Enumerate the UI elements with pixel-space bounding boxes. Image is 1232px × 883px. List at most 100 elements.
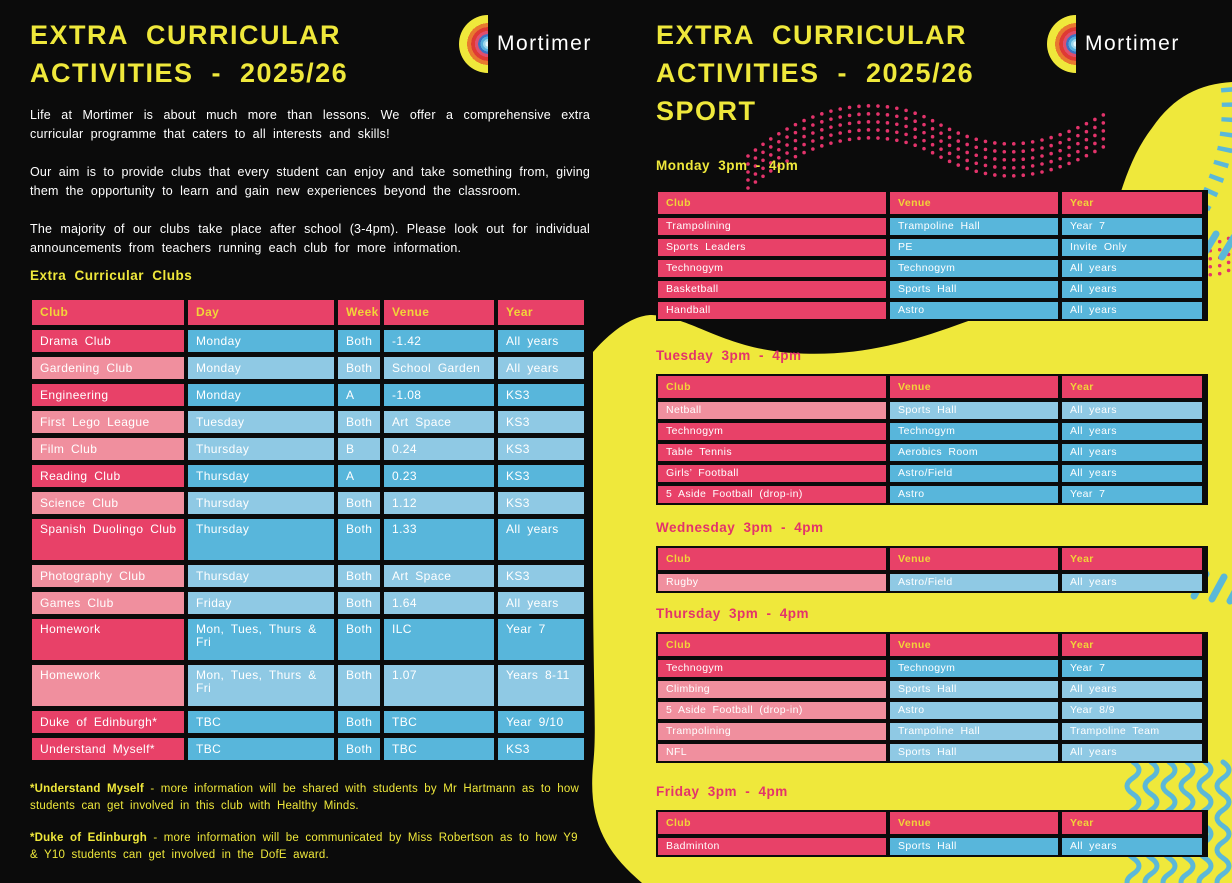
- table-cell: Sports Hall: [890, 744, 1058, 761]
- table-cell: Reading Club: [32, 465, 184, 487]
- footnote-lead: *Duke of Edinburgh: [30, 832, 147, 844]
- table-cell: Astro: [890, 486, 1058, 503]
- table-row: Gardening Club Monday Both School Garden All…: [32, 357, 584, 379]
- table-row: Trampolining Trampoline Hall Trampoline Te…: [658, 723, 1206, 740]
- table-cell: Film Club: [32, 438, 184, 460]
- table-cell: Both: [338, 565, 380, 587]
- table-row: Rugby Astro/Field All years: [658, 574, 1206, 591]
- logo-text: Mortimer: [497, 32, 592, 55]
- table-cell: Year 7: [1062, 486, 1202, 503]
- table-cell: All years: [1062, 574, 1202, 591]
- mortimer-logo: Mortimer: [459, 15, 592, 73]
- table-cell: Both: [338, 330, 380, 352]
- table-cell: Technogym: [890, 260, 1058, 277]
- column-header: Club: [658, 812, 886, 834]
- table-cell: KS3: [498, 411, 584, 433]
- table-cell: Drama Club: [32, 330, 184, 352]
- table-cell: Both: [338, 519, 380, 560]
- table-cell: Technogym: [890, 660, 1058, 677]
- day-heading-monday: Monday 3pm - 4pm: [656, 158, 799, 173]
- intro-paragraph: Our aim is to provide clubs that every s…: [30, 165, 590, 198]
- table-row: Homework Mon, Tues, Thurs & Fri Both ILC Yea…: [32, 619, 584, 660]
- table-cell: B: [338, 438, 380, 460]
- column-header: Venue: [890, 192, 1058, 214]
- rainbow-half-circle-icon: [1047, 15, 1076, 73]
- table-cell: 1.12: [384, 492, 494, 514]
- table-cell: Both: [338, 738, 380, 760]
- table-header-row: Club Venue Year: [658, 812, 1206, 834]
- table-cell: Thursday: [188, 438, 334, 460]
- table-cell: Technogym: [658, 423, 886, 440]
- table-row: Technogym Technogym All years: [658, 423, 1206, 440]
- table-cell: NFL: [658, 744, 886, 761]
- table-row: Science Club Thursday Both 1.12 KS3: [32, 492, 584, 514]
- footnote-text: - more information will be communicated …: [30, 832, 578, 861]
- table-cell: Mon, Tues, Thurs & Fri: [188, 665, 334, 706]
- table-row: Technogym Technogym Year 7: [658, 660, 1206, 677]
- table-cell: All years: [1062, 281, 1202, 298]
- table-cell: A: [338, 465, 380, 487]
- table-cell: Mon, Tues, Thurs & Fri: [188, 619, 334, 660]
- table-row: Photography Club Thursday Both Art Space KS3: [32, 565, 584, 587]
- table-cell: Friday: [188, 592, 334, 614]
- left-page: EXTRA CURRICULAR ACTIVITIES - 2025/26 Mo…: [30, 15, 592, 863]
- table-cell: Thursday: [188, 465, 334, 487]
- page-title: EXTRA CURRICULAR ACTIVITIES - 2025/26: [30, 16, 348, 92]
- table-row: NFL Sports Hall All years: [658, 744, 1206, 761]
- table-cell: 0.24: [384, 438, 494, 460]
- column-header: Day: [188, 300, 334, 325]
- intro-text: Life at Mortimer is about much more than…: [30, 106, 590, 277]
- table-cell: Astro/Field: [890, 465, 1058, 482]
- page-title-line1: EXTRA CURRICULAR: [656, 20, 967, 50]
- pink-dots-wave-icon: [746, 104, 1107, 190]
- table-cell: Astro/Field: [890, 574, 1058, 591]
- day-heading-wednesday: Wednesday 3pm - 4pm: [656, 520, 824, 535]
- table-cell: Science Club: [32, 492, 184, 514]
- table-header-row: Club Venue Year: [658, 548, 1206, 570]
- table-cell: Art Space: [384, 565, 494, 587]
- column-header: Venue: [890, 376, 1058, 398]
- column-header: Venue: [890, 634, 1058, 656]
- table-cell: Trampoline Hall: [890, 723, 1058, 740]
- column-header: Year: [1062, 812, 1202, 834]
- table-cell: 1.33: [384, 519, 494, 560]
- table-row: Reading Club Thursday A 0.23 KS3: [32, 465, 584, 487]
- table-cell: KS3: [498, 565, 584, 587]
- column-header: Venue: [384, 300, 494, 325]
- table-cell: Monday: [188, 357, 334, 379]
- table-header-row: Club Venue Year: [658, 192, 1206, 214]
- table-cell: Trampolining: [658, 723, 886, 740]
- table-cell: TBC: [384, 711, 494, 733]
- table-row: Technogym Technogym All years: [658, 260, 1206, 277]
- table-cell: KS3: [498, 492, 584, 514]
- table-cell: Both: [338, 592, 380, 614]
- table-cell: Spanish Duolingo Club: [32, 519, 184, 560]
- table-cell: Both: [338, 711, 380, 733]
- table-cell: Aerobics Room: [890, 444, 1058, 461]
- clubs-table: Club Day Week Venue Year Drama Club Monday Both…: [30, 298, 586, 762]
- mortimer-logo: Mortimer: [1047, 15, 1180, 73]
- clubs-section-label: Extra Curricular Clubs: [30, 268, 193, 283]
- intro-paragraph: The majority of our clubs take place aft…: [30, 222, 590, 255]
- table-cell: Year 8/9: [1062, 702, 1202, 719]
- table-cell: Technogym: [658, 660, 886, 677]
- footnote-understand-myself: *Understand Myself - more information wi…: [30, 781, 590, 814]
- table-cell: Technogym: [890, 423, 1058, 440]
- table-cell: Thursday: [188, 565, 334, 587]
- table-cell: Thursday: [188, 519, 334, 560]
- page-title-line3: SPORT: [656, 96, 757, 126]
- column-header: Venue: [890, 548, 1058, 570]
- table-cell: Duke of Edinburgh*: [32, 711, 184, 733]
- footnote-lead: *Understand Myself: [30, 783, 144, 795]
- table-row: Film Club Thursday B 0.24 KS3: [32, 438, 584, 460]
- table-cell: Monday: [188, 330, 334, 352]
- table-row: Engineering Monday A -1.08 KS3: [32, 384, 584, 406]
- footnote-duke-of-edinburgh: *Duke of Edinburgh - more information wi…: [30, 830, 590, 863]
- column-header: Year: [498, 300, 584, 325]
- table-row: Trampolining Trampoline Hall Year 7: [658, 218, 1206, 235]
- table-cell: TBC: [188, 711, 334, 733]
- table-cell: Netball: [658, 402, 886, 419]
- table-cell: Trampoline Team: [1062, 723, 1202, 740]
- day-heading-thursday: Thursday 3pm - 4pm: [656, 606, 810, 621]
- table-row: Spanish Duolingo Club Thursday Both 1.33 All…: [32, 519, 584, 560]
